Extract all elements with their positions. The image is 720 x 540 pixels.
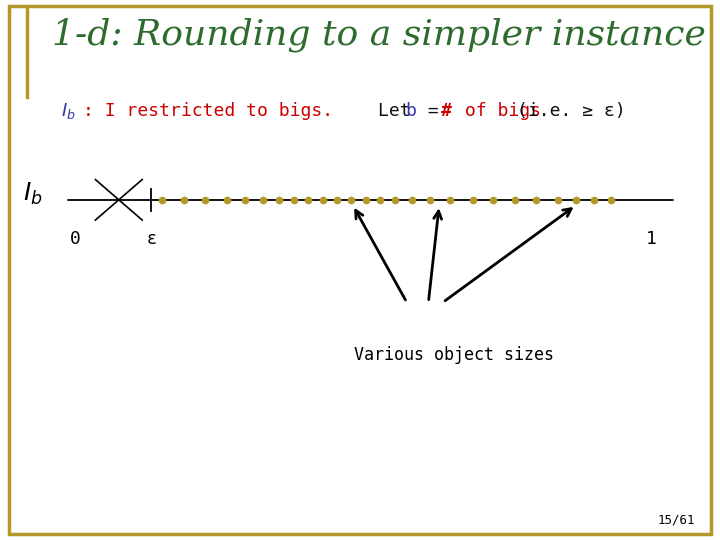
Text: ε: ε [146, 230, 156, 247]
Text: 15/61: 15/61 [657, 514, 695, 526]
Text: 0: 0 [70, 230, 81, 247]
Text: $I_b$: $I_b$ [22, 181, 42, 207]
Text: $I_b$: $I_b$ [61, 100, 76, 121]
Text: #: # [441, 102, 451, 120]
Text: (i.e. ≥ ε): (i.e. ≥ ε) [517, 102, 626, 120]
Text: Let: Let [378, 102, 421, 120]
Text: b: b [405, 102, 416, 120]
Text: : I restricted to bigs.: : I restricted to bigs. [83, 102, 333, 120]
Text: of bigs: of bigs [454, 102, 552, 120]
Text: =: = [417, 102, 449, 120]
Text: Various object sizes: Various object sizes [354, 346, 554, 363]
Text: 1: 1 [646, 230, 657, 247]
Text: 1-d: Rounding to a simpler instance: 1-d: Rounding to a simpler instance [52, 18, 706, 52]
